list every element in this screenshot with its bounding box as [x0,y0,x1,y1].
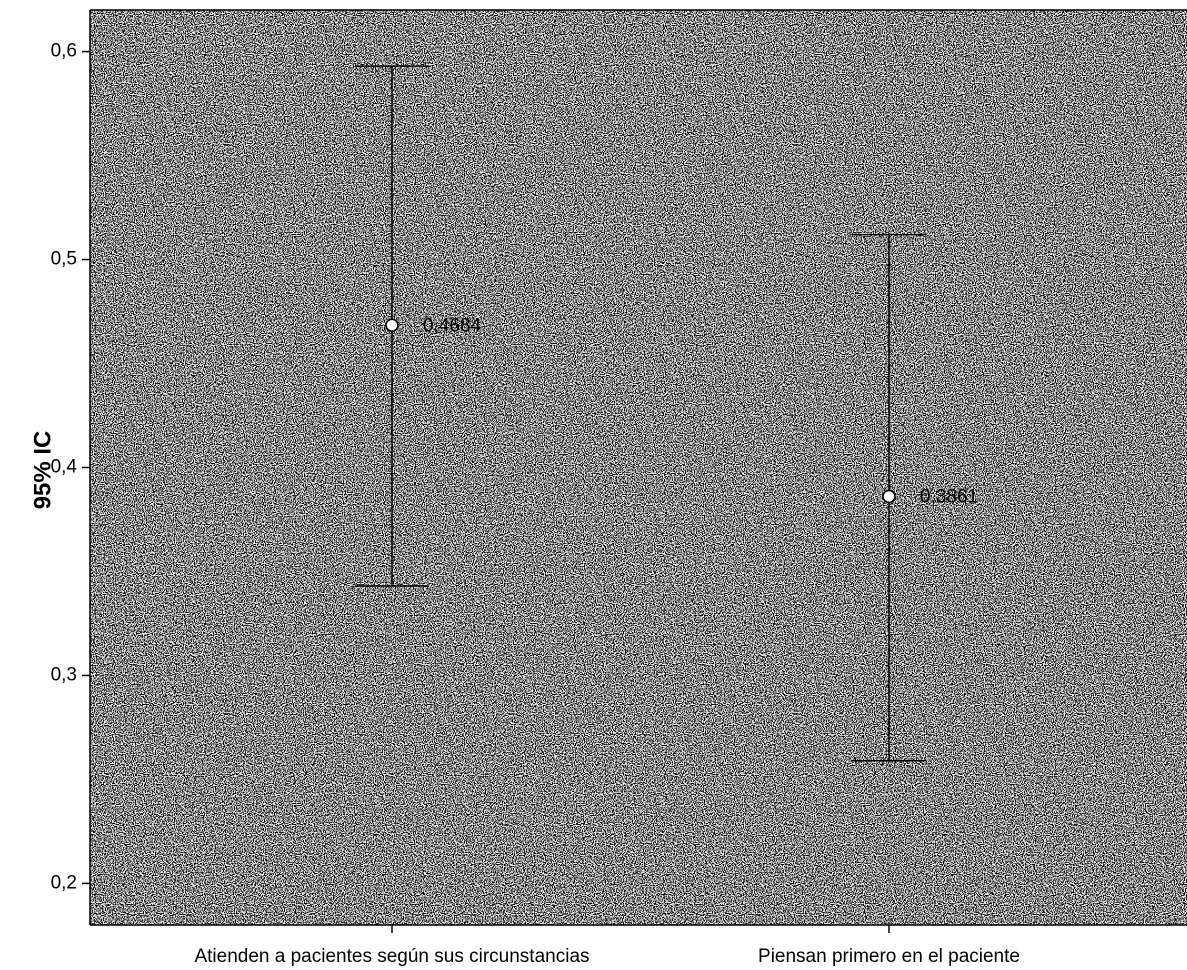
y-tick-label: 0,6 [51,41,77,62]
mean-data-label: 0,4684 [423,315,482,336]
mean-point-marker [385,318,399,333]
x-category-label: Piensan primero en el paciente [758,946,1020,967]
y-tick-label: 0,3 [51,664,77,685]
y-axis-title: 95% IC [29,431,56,510]
y-tick-label: 0,5 [51,249,77,270]
y-ticks: 0,2 0,3 0,4 0,5 0,6 [51,41,90,893]
plot-background [90,10,1187,925]
mean-data-label: 0,3861 [920,486,978,507]
plot-background-group [90,10,1187,925]
error-bar-series: 0,4684 0,3861 [355,65,978,762]
y-tick-label: 0,4 [51,457,78,478]
x-category-label: Atienden a pacientes según sus circunsta… [194,946,589,967]
mean-point-marker [882,489,896,504]
y-tick-label: 0,2 [51,872,77,893]
x-ticks: Atienden a pacientes según sus circunsta… [194,925,1020,967]
